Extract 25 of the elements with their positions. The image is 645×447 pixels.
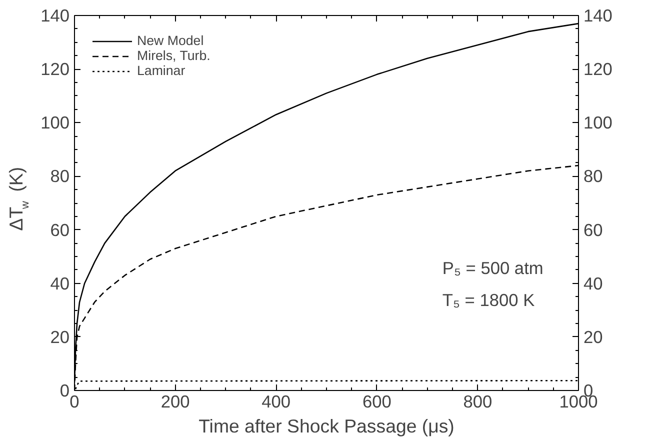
y2-tick-label: 140 (584, 6, 612, 26)
y-tick-label: 80 (50, 166, 70, 186)
x-axis-title: Time after Shock Passage (μs) (198, 416, 454, 436)
y2-tick-label: 20 (584, 326, 603, 347)
x-tick-label: 400 (262, 392, 291, 412)
legend-label: New Model (137, 33, 204, 48)
x-tick-label: 600 (362, 392, 392, 412)
y-tick-label: 100 (40, 112, 70, 133)
y2-tick-label: 80 (584, 166, 603, 186)
y-tick-label: 60 (50, 220, 70, 240)
x-tick-label: 200 (160, 392, 190, 412)
y2-tick-label: 100 (584, 112, 612, 133)
y-tick-label: 140 (40, 6, 70, 26)
y-axis-title: ΔTw (K) (6, 166, 32, 231)
legend-label: Mirels, Turb. (137, 48, 210, 63)
y-tick-label: 40 (50, 273, 70, 294)
x-tick-label: 800 (463, 392, 492, 412)
annotation: T₅ = 1800 K (442, 290, 536, 310)
y-tick-label: 20 (50, 326, 70, 347)
y2-tick-label: 40 (584, 273, 603, 294)
y2-tick-label: 120 (584, 59, 612, 80)
y2-tick-label: 60 (584, 220, 603, 240)
annotation: P₅ = 500 atm (442, 258, 544, 278)
y-tick-label: 120 (40, 59, 70, 80)
legend-label: Laminar (137, 63, 186, 78)
